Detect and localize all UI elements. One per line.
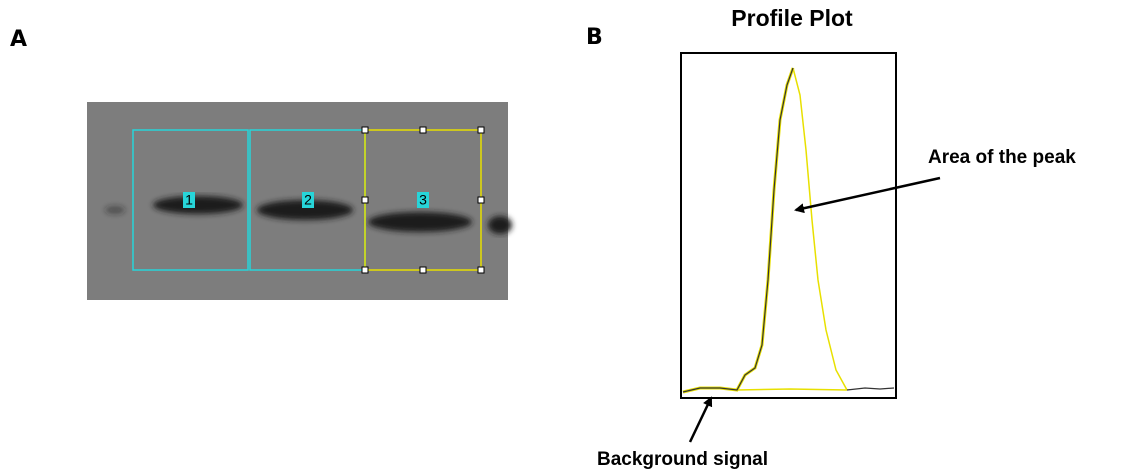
lane-label: 3: [419, 192, 427, 208]
lane-label: 1: [185, 192, 193, 208]
plot-frame: [681, 53, 896, 398]
plot-title: Profile Plot: [731, 5, 853, 31]
annotation-arrow: [690, 398, 711, 442]
lane-label: 2: [304, 192, 312, 208]
annotation: Area of the peak: [928, 147, 1076, 168]
annotation: Background signal: [597, 449, 768, 470]
panel-label: B: [586, 25, 603, 50]
page: A 1 2 3 B Profile Plot Area of the peak …: [0, 0, 1147, 473]
panel-label: A: [10, 27, 27, 52]
figure: A 1 2 3 B Profile Plot Area of the peak …: [0, 0, 1147, 473]
